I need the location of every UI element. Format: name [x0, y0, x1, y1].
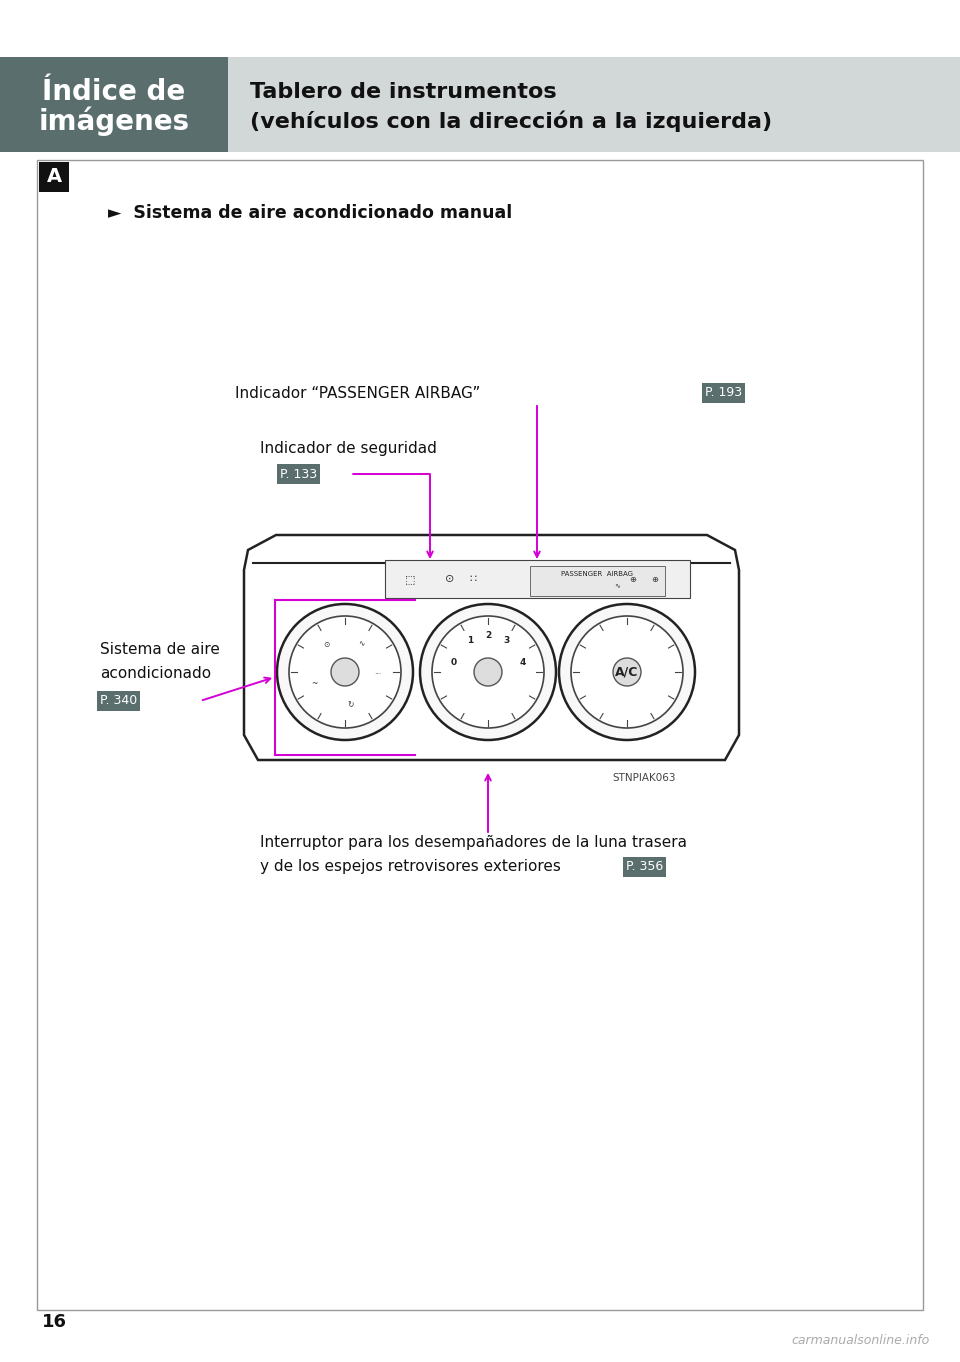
Circle shape: [559, 603, 695, 740]
Text: Indicador “PASSENGER AIRBAG”: Indicador “PASSENGER AIRBAG”: [234, 385, 480, 400]
Text: imágenes: imágenes: [38, 106, 189, 136]
Text: 16: 16: [42, 1313, 67, 1331]
Circle shape: [331, 658, 359, 686]
Text: Indicador de seguridad: Indicador de seguridad: [260, 440, 437, 455]
Text: 0: 0: [450, 658, 456, 667]
Text: 4: 4: [519, 658, 526, 667]
Bar: [530, 567, 665, 597]
Circle shape: [289, 616, 401, 729]
Text: carmanualsonline.info: carmanualsonline.info: [792, 1333, 930, 1347]
Text: P. 193: P. 193: [705, 387, 742, 399]
Text: Tablero de instrumentos: Tablero de instrumentos: [250, 82, 557, 102]
Text: (vehículos con la dirección a la izquierda): (vehículos con la dirección a la izquier…: [250, 110, 772, 132]
Text: 1: 1: [467, 636, 473, 646]
Bar: [39, 162, 69, 192]
Circle shape: [571, 616, 683, 729]
Text: A/C: A/C: [615, 666, 638, 678]
Text: ↻: ↻: [348, 700, 354, 710]
Circle shape: [420, 603, 556, 740]
Text: ⊕: ⊕: [630, 575, 636, 583]
Text: ⊕: ⊕: [652, 575, 659, 583]
Text: Interruptor para los desempañadores de la luna trasera: Interruptor para los desempañadores de l…: [260, 835, 687, 850]
Text: ⊙: ⊙: [445, 573, 455, 584]
Bar: [37, 159, 923, 1310]
Text: 2: 2: [485, 632, 492, 640]
Text: P. 133: P. 133: [280, 467, 317, 481]
Text: ~: ~: [311, 678, 317, 688]
Bar: [0, 57, 228, 153]
Circle shape: [277, 603, 413, 740]
Text: Sistema de aire: Sistema de aire: [100, 643, 220, 658]
Text: ►  Sistema de aire acondicionado manual: ► Sistema de aire acondicionado manual: [108, 204, 513, 222]
Circle shape: [613, 658, 641, 686]
Circle shape: [432, 616, 544, 729]
Text: ⊙: ⊙: [323, 640, 329, 650]
Text: Índice de: Índice de: [42, 78, 185, 105]
Text: ···: ···: [374, 670, 381, 680]
Text: PASSENGER  AIRBAG: PASSENGER AIRBAG: [561, 571, 633, 577]
Text: ∿: ∿: [358, 639, 365, 648]
Bar: [228, 57, 960, 153]
Text: P. 340: P. 340: [100, 695, 137, 707]
Text: ∷: ∷: [469, 573, 476, 584]
Text: P. 356: P. 356: [626, 861, 663, 873]
Text: acondicionado: acondicionado: [100, 666, 211, 681]
Text: ⬚: ⬚: [405, 573, 416, 584]
Polygon shape: [244, 535, 739, 760]
Text: STNPIAK063: STNPIAK063: [612, 774, 676, 783]
Circle shape: [474, 658, 502, 686]
Text: y de los espejos retrovisores exteriores: y de los espejos retrovisores exteriores: [260, 859, 561, 874]
Text: A: A: [46, 168, 61, 187]
Text: 3: 3: [503, 636, 509, 646]
Bar: [385, 560, 690, 598]
Text: ∿: ∿: [614, 582, 620, 588]
